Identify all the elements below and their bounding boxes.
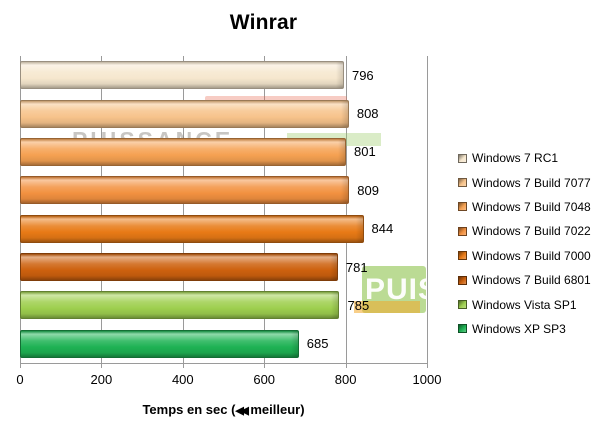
gridline-800 — [345, 56, 347, 363]
legend-item-1: Windows 7 Build 7077 — [458, 170, 591, 194]
legend-item-0: Windows 7 RC1 — [458, 146, 591, 170]
bar-row-4: 844 — [20, 210, 427, 248]
legend-label: Windows 7 Build 7022 — [472, 224, 591, 239]
gridline-600 — [264, 56, 266, 363]
legend-label: Windows 7 RC1 — [472, 151, 559, 166]
legend-item-7: Windows XP SP3 — [458, 317, 591, 341]
legend-marker-icon — [458, 202, 467, 212]
legend-marker-icon — [458, 275, 467, 285]
bar-6 — [20, 291, 340, 320]
x-axis-label: Temps en sec (◀◀ meilleur) — [20, 402, 427, 417]
legend-item-4: Windows 7 Build 7000 — [458, 244, 591, 268]
bar-row-0: 796 — [20, 56, 427, 94]
x-axis-ticks — [20, 363, 428, 369]
legend-marker-icon — [458, 251, 467, 261]
rewind-icon: ◀◀ — [235, 405, 248, 417]
axis-tick-1000 — [427, 363, 428, 368]
legend-label: Windows 7 Build 6801 — [472, 273, 591, 288]
legend: Windows 7 RC1 Windows 7 Build 7077 Windows… — [458, 146, 591, 341]
axis-tick-0 — [20, 363, 21, 368]
bar-7 — [20, 329, 299, 358]
x-tick-label-1000: 1000 — [412, 372, 442, 387]
axis-tick-200 — [101, 363, 103, 368]
bar-value-1: 808 — [356, 106, 379, 122]
bar-4 — [20, 214, 364, 243]
x-tick-label-0: 0 — [16, 372, 24, 387]
gridline-200 — [101, 56, 103, 363]
bar-value-3: 809 — [357, 182, 379, 198]
bar-value-2: 801 — [354, 144, 376, 160]
x-tick-label-600: 600 — [253, 372, 276, 387]
x-tick-label-800: 800 — [334, 372, 357, 387]
bar-value-5: 781 — [345, 259, 368, 275]
bar-row-6: 785 — [20, 286, 427, 324]
legend-item-3: Windows 7 Build 7022 — [458, 219, 591, 243]
x-axis-label-prefix: Temps en sec ( — [142, 402, 236, 417]
bar-row-1: 808 — [20, 94, 427, 132]
bar-row-7: 685 — [20, 325, 427, 363]
bar-1 — [20, 99, 349, 128]
legend-marker-icon — [458, 300, 467, 310]
bar-3 — [20, 176, 350, 205]
bar-5 — [20, 253, 338, 282]
legend-item-2: Windows 7 Build 7048 — [458, 195, 591, 219]
axis-tick-800 — [345, 363, 347, 368]
gridline-0 — [20, 56, 21, 363]
legend-label: Windows 7 Build 7048 — [472, 199, 591, 214]
bar-row-5: 781 — [20, 248, 427, 286]
legend-label: Windows 7 Build 7077 — [472, 175, 591, 190]
axis-tick-600 — [264, 363, 266, 368]
legend-label: Windows XP SP3 — [472, 321, 566, 336]
bar-value-4: 844 — [371, 221, 394, 237]
gridline-1000 — [427, 56, 428, 363]
legend-marker-icon — [458, 324, 467, 334]
legend-marker-icon — [458, 153, 467, 163]
bar-value-7: 685 — [306, 336, 329, 352]
bar-2 — [20, 137, 346, 166]
legend-marker-icon — [458, 178, 467, 188]
legend-marker-icon — [458, 226, 467, 236]
gridline-400 — [182, 56, 184, 363]
legend-label: Windows 7 Build 7000 — [472, 248, 591, 263]
chart-title: Winrar — [229, 11, 298, 34]
bar-row-2: 801 — [20, 133, 427, 171]
bars-container: 796 808 801 809 844 781 785 685 — [20, 56, 427, 363]
x-tick-label-200: 200 — [90, 372, 113, 387]
legend-item-5: Windows 7 Build 6801 — [458, 268, 591, 292]
x-axis-tick-labels: 0 200 400 600 800 1000 — [16, 372, 441, 388]
axis-tick-400 — [182, 363, 184, 368]
x-axis-label-suffix: meilleur) — [250, 402, 305, 417]
bar-0 — [20, 61, 344, 90]
bar-value-6: 785 — [347, 297, 370, 313]
x-tick-label-400: 400 — [171, 372, 194, 387]
legend-label: Windows Vista SP1 — [472, 297, 577, 312]
bar-value-0: 796 — [351, 67, 374, 83]
bar-row-3: 809 — [20, 171, 427, 209]
legend-item-6: Windows Vista SP1 — [458, 292, 591, 316]
